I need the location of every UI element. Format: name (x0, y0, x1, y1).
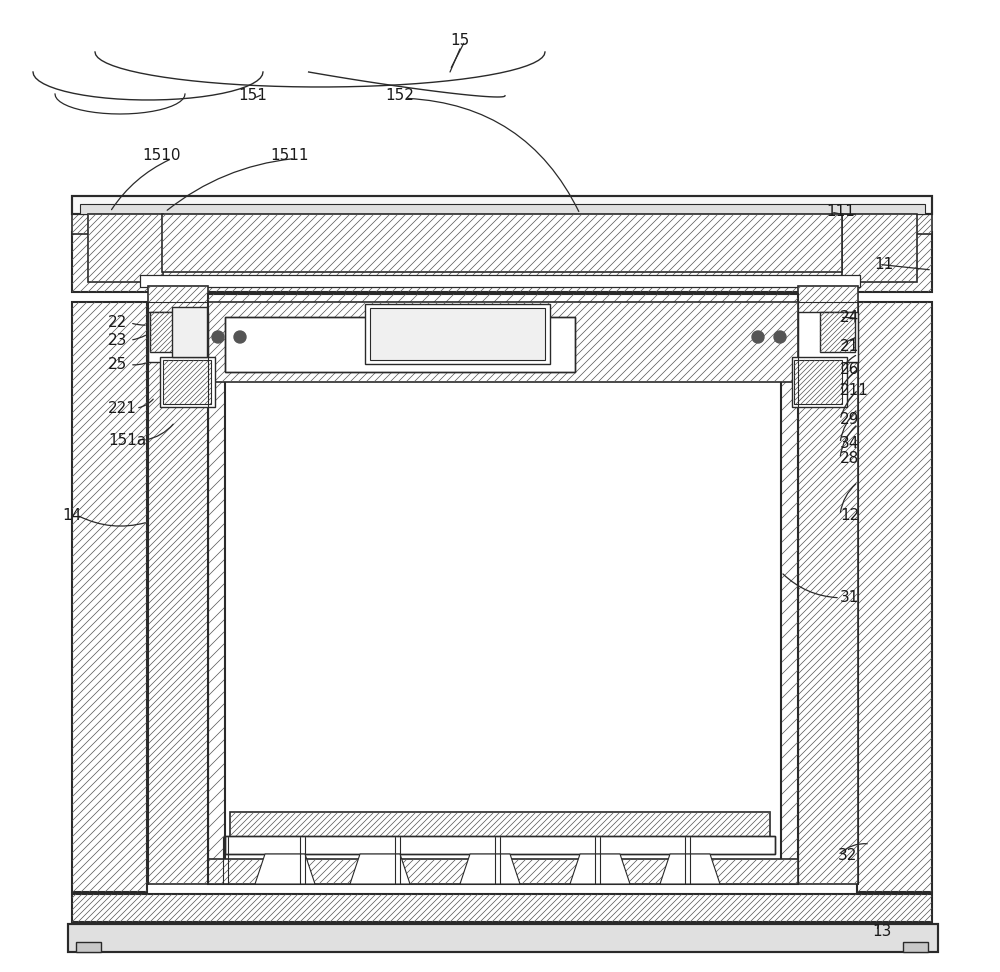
Bar (794, 360, 842, 404)
Bar (794, 360, 842, 404)
Text: 151: 151 (238, 87, 267, 103)
Bar (225, 836, 775, 854)
Polygon shape (350, 854, 410, 884)
Bar (140, 275, 860, 287)
Polygon shape (255, 854, 315, 884)
Text: 14: 14 (62, 507, 81, 523)
Bar (225, 367, 781, 867)
Bar (208, 302, 798, 382)
Bar (72, 214, 147, 234)
Bar (72, 302, 147, 892)
Text: 13: 13 (872, 923, 891, 939)
Bar (76, 942, 101, 952)
Bar (842, 214, 917, 282)
Text: 31: 31 (840, 590, 859, 606)
Bar (370, 308, 545, 360)
Circle shape (774, 331, 786, 343)
Bar (72, 214, 147, 234)
Bar (225, 317, 575, 372)
Bar (792, 357, 847, 407)
Circle shape (234, 331, 246, 343)
Bar (857, 302, 932, 892)
Text: 28: 28 (840, 451, 859, 467)
Bar (857, 214, 932, 234)
Polygon shape (660, 854, 720, 884)
Bar (163, 360, 211, 404)
Bar (68, 924, 938, 952)
Bar (72, 196, 932, 214)
Text: 1511: 1511 (270, 148, 308, 163)
Bar (208, 859, 798, 884)
Bar (857, 302, 932, 892)
Text: 24: 24 (840, 310, 859, 326)
Bar (162, 214, 842, 272)
Text: 11: 11 (874, 257, 893, 272)
Bar (72, 302, 147, 892)
Bar (72, 894, 932, 922)
Text: 152: 152 (385, 87, 414, 103)
Bar (140, 275, 860, 287)
Bar (208, 294, 798, 884)
Bar (798, 286, 858, 884)
Bar (72, 232, 932, 292)
Text: 25: 25 (108, 357, 127, 372)
Bar (208, 294, 798, 884)
Text: 151a: 151a (108, 433, 146, 448)
Bar (160, 357, 215, 407)
Text: 21: 21 (840, 338, 859, 354)
Bar (230, 812, 770, 842)
Bar (150, 312, 185, 352)
Bar (208, 302, 798, 382)
Bar (820, 312, 855, 352)
Text: 32: 32 (838, 848, 857, 863)
Bar (88, 214, 163, 282)
Text: 34: 34 (840, 435, 859, 451)
Bar (148, 286, 208, 884)
Bar (225, 367, 781, 867)
Bar (225, 317, 575, 372)
Bar (148, 286, 208, 884)
Text: 12: 12 (840, 507, 859, 523)
Text: 29: 29 (840, 412, 859, 428)
Bar (148, 312, 208, 362)
Bar (68, 924, 938, 952)
Circle shape (752, 331, 764, 343)
Bar (230, 812, 770, 842)
Text: 1510: 1510 (142, 148, 180, 163)
Bar (798, 286, 858, 884)
Text: 111: 111 (826, 204, 855, 220)
Bar (842, 214, 917, 282)
Bar (820, 312, 855, 352)
Circle shape (212, 331, 224, 343)
Polygon shape (570, 854, 630, 884)
Bar (72, 894, 932, 922)
Text: 211: 211 (840, 383, 869, 399)
Text: 221: 221 (108, 400, 137, 416)
Bar (172, 307, 207, 357)
Bar (72, 196, 932, 214)
Bar (365, 304, 550, 364)
Bar (903, 942, 928, 952)
Text: 23: 23 (108, 332, 127, 348)
Text: 15: 15 (450, 33, 469, 49)
Bar (857, 214, 932, 234)
Bar (798, 312, 858, 362)
Bar (163, 360, 211, 404)
Polygon shape (460, 854, 520, 884)
Text: 26: 26 (840, 362, 859, 377)
Bar (162, 214, 842, 272)
Bar (208, 859, 798, 884)
Text: 22: 22 (108, 315, 127, 330)
Bar (72, 232, 932, 292)
Bar (150, 312, 185, 352)
Bar (80, 204, 925, 214)
Bar (225, 836, 775, 854)
Bar (88, 214, 163, 282)
